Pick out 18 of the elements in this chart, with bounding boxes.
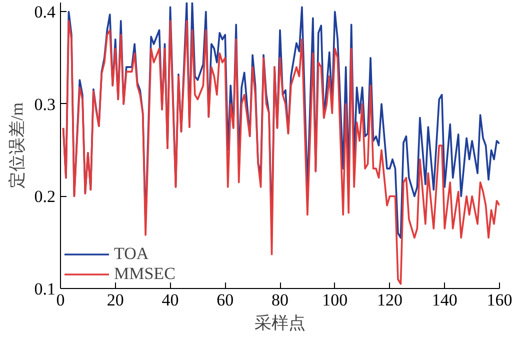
legend-label: TOA — [114, 244, 149, 264]
legend-label: MMSEC — [114, 264, 176, 284]
x-tick-label: 40 — [162, 290, 179, 310]
x-tick-label: 60 — [216, 290, 234, 310]
y-axis-title: 定位误差/m — [7, 102, 26, 188]
x-tick-label: 120 — [377, 290, 402, 310]
x-tick-label: 160 — [486, 290, 512, 310]
x-tick-label: 80 — [272, 290, 288, 310]
x-axis-title: 采样点 — [254, 314, 306, 332]
y-tick-label: 0.4 — [34, 2, 56, 22]
x-tick-label: 20 — [106, 290, 124, 310]
x-tick-label: 0 — [56, 290, 65, 310]
line-series — [62, 20, 500, 285]
x-tick-label: 100 — [322, 290, 348, 310]
y-tick-label: 0.1 — [34, 280, 56, 298]
x-tick-label: 140 — [432, 290, 458, 310]
y-tick-label: 0.2 — [34, 187, 56, 206]
y-tick-label: 0.3 — [34, 94, 56, 114]
